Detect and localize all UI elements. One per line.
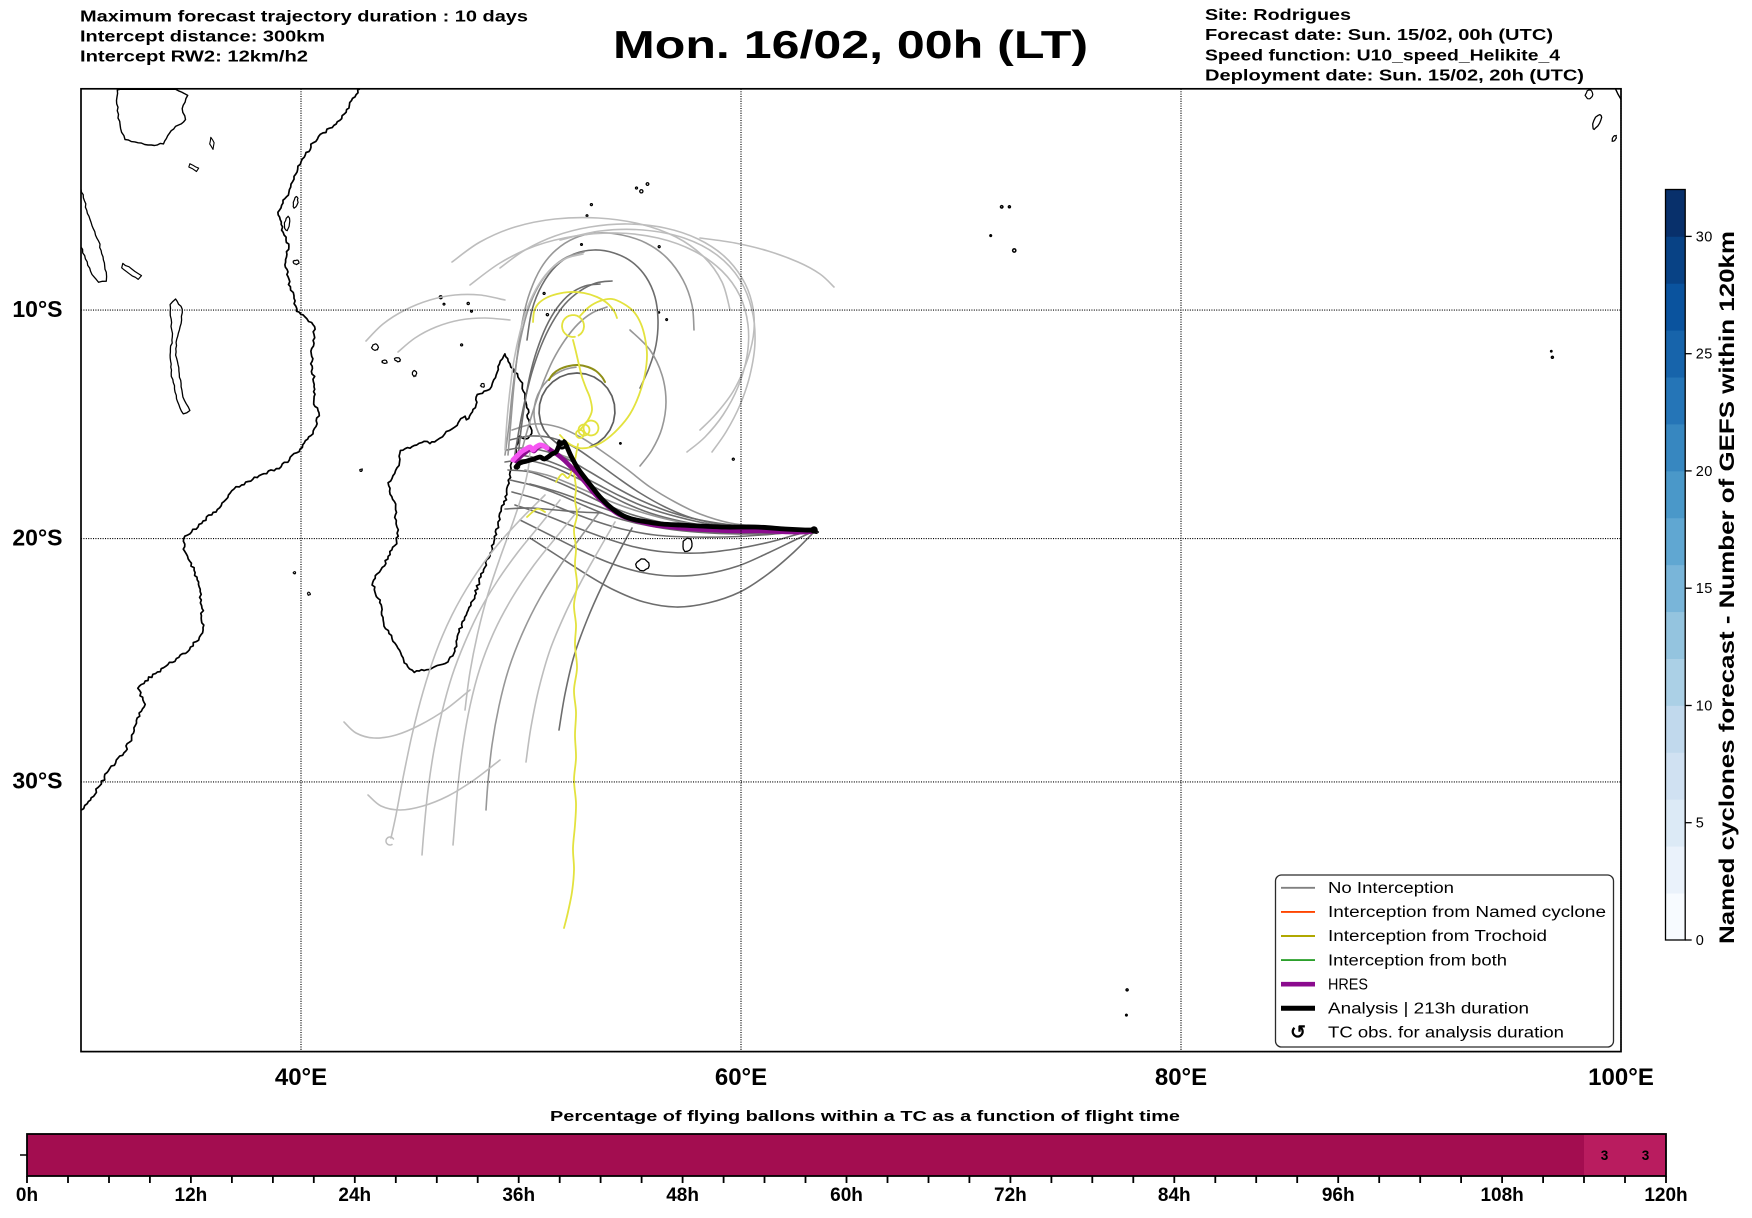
svg-text:96h: 96h [1322, 1185, 1355, 1206]
svg-text:Deployment date: Sun. 15/02, 2: Deployment date: Sun. 15/02, 20h (UTC) [1205, 68, 1584, 85]
svg-text:10°S: 10°S [12, 296, 62, 322]
svg-text:Intercept RW2: 12km/h2: Intercept RW2: 12km/h2 [80, 49, 308, 66]
svg-text:Interception from Trochoid: Interception from Trochoid [1328, 928, 1547, 945]
svg-text:Speed function: U10_speed_Heli: Speed function: U10_speed_Helikite_4 [1205, 47, 1561, 64]
svg-text:60°E: 60°E [715, 1064, 767, 1091]
svg-text:0: 0 [1696, 933, 1705, 949]
svg-text:Percentage of flying ballons w: Percentage of flying ballons within a TC… [550, 1109, 1180, 1125]
svg-text:100°E: 100°E [1588, 1064, 1654, 1091]
svg-text:30: 30 [1696, 229, 1713, 245]
svg-text:Forecast date: Sun. 15/02, 00h: Forecast date: Sun. 15/02, 00h (UTC) [1205, 27, 1553, 44]
svg-text:10: 10 [1696, 699, 1713, 715]
svg-text:Maximum forecast trajectory du: Maximum forecast trajectory duration : 1… [80, 9, 528, 26]
svg-text:60h: 60h [830, 1185, 863, 1206]
svg-text:Interception from both: Interception from both [1328, 952, 1507, 969]
svg-text:84h: 84h [1158, 1185, 1191, 1206]
svg-text:Site: Rodrigues: Site: Rodrigues [1205, 7, 1351, 24]
svg-text:30°S: 30°S [12, 768, 62, 794]
svg-text:0h: 0h [16, 1185, 38, 1206]
svg-text:25: 25 [1696, 347, 1713, 363]
svg-text:HRES: HRES [1328, 976, 1368, 993]
svg-text:3: 3 [1642, 1148, 1650, 1163]
svg-text:24h: 24h [338, 1185, 371, 1206]
svg-text:5: 5 [1696, 816, 1705, 832]
svg-text:108h: 108h [1480, 1185, 1523, 1206]
svg-text:↺: ↺ [1290, 1022, 1306, 1043]
svg-text:72h: 72h [994, 1185, 1027, 1206]
svg-text:20: 20 [1696, 464, 1713, 480]
svg-text:No Interception: No Interception [1328, 880, 1454, 897]
svg-text:Intercept distance: 300km: Intercept distance: 300km [80, 29, 325, 46]
svg-text:TC obs. for analysis duration: TC obs. for analysis duration [1328, 1025, 1564, 1042]
svg-text:20°S: 20°S [12, 524, 62, 550]
svg-text:Named cyclones forecast - Numb: Named cyclones forecast - Number of GEFS… [1715, 231, 1739, 944]
svg-text:Analysis | 213h duration: Analysis | 213h duration [1328, 1001, 1529, 1018]
svg-text:40°E: 40°E [275, 1064, 327, 1091]
svg-text:12h: 12h [175, 1185, 208, 1206]
svg-text:36h: 36h [502, 1185, 535, 1206]
svg-text:15: 15 [1696, 581, 1713, 597]
svg-text:48h: 48h [666, 1185, 699, 1206]
svg-text:120h: 120h [1644, 1185, 1687, 1206]
svg-text:3: 3 [1601, 1148, 1609, 1163]
svg-text:Mon. 16/02, 00h (LT): Mon. 16/02, 00h (LT) [613, 24, 1088, 67]
svg-text:80°E: 80°E [1155, 1064, 1207, 1091]
svg-text:Interception from Named cyclon: Interception from Named cyclone [1328, 904, 1606, 921]
